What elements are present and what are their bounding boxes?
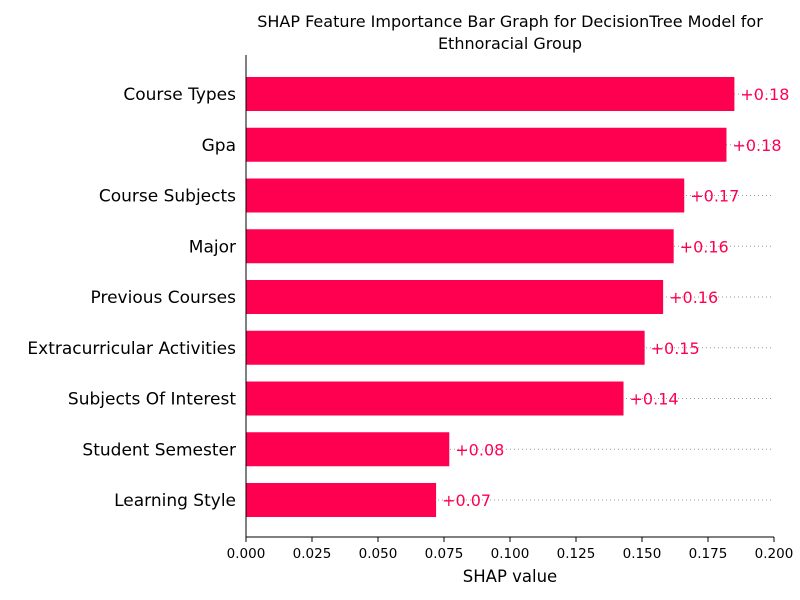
bar: [246, 381, 624, 416]
bar-value-label: +0.18: [732, 136, 781, 155]
x-axis-label: SHAP value: [463, 567, 557, 586]
x-tick-label: 0.025: [293, 546, 332, 562]
bar: [246, 483, 437, 517]
x-axis: 0.000 0.025 0.050 0.075 0.100 0.125 0.150 0.175…: [227, 536, 794, 562]
bar-value-label: +0.16: [680, 237, 729, 256]
x-tick-label: 0.000: [227, 546, 266, 562]
x-tick-label: 0.200: [755, 546, 794, 562]
x-tick-label: 0.100: [491, 546, 530, 562]
category-label: Student Semester: [82, 440, 236, 460]
bar: [246, 127, 727, 162]
x-tick-label: 0.075: [425, 546, 464, 562]
bar-value-label: +0.07: [442, 491, 491, 510]
bars-group: +0.18 +0.18 +0.17 +0.16 +0.16 +0.15 +0.14 +0.08…: [246, 77, 789, 517]
bar: [246, 178, 685, 213]
category-label: Subjects Of Interest: [68, 390, 236, 410]
bar-value-label: +0.17: [690, 187, 739, 206]
category-label: Learning Style: [114, 491, 236, 511]
y-axis: Course Types Gpa Course Subjects Major Previ…: [27, 55, 247, 537]
category-label: Previous Courses: [91, 288, 237, 308]
chart-title-line-2: Ethnoracial Group: [438, 34, 582, 53]
bar: [246, 77, 735, 111]
x-tick-label: 0.150: [623, 546, 662, 562]
bar: [246, 229, 674, 264]
category-label: Gpa: [202, 136, 236, 156]
bar-value-label: +0.08: [455, 440, 504, 459]
chart-title-line-1: SHAP Feature Importance Bar Graph for De…: [257, 12, 763, 31]
category-label: Extracurricular Activities: [27, 339, 236, 359]
bar-value-label: +0.18: [740, 85, 789, 104]
category-label: Major: [189, 237, 236, 257]
category-label: Course Subjects: [99, 187, 236, 207]
bar: [246, 280, 664, 314]
bar-value-label: +0.15: [651, 339, 700, 358]
category-label: Course Types: [123, 85, 236, 105]
x-tick-label: 0.050: [359, 546, 398, 562]
bar-value-label: +0.14: [630, 390, 679, 409]
bar-value-label: +0.16: [669, 288, 718, 307]
x-tick-label: 0.125: [557, 546, 596, 562]
bar: [246, 432, 450, 467]
bar: [246, 330, 645, 365]
x-tick-label: 0.175: [689, 546, 728, 562]
